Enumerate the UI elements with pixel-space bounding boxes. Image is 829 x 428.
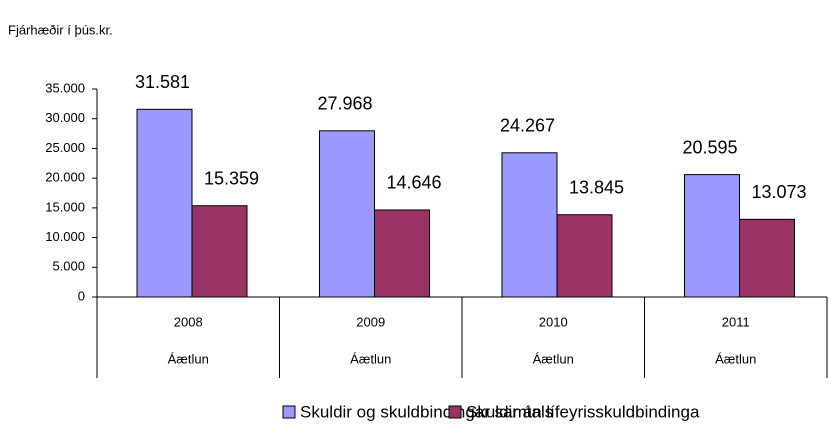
legend-swatch: [282, 405, 296, 419]
x-tick-label: 2009: [356, 314, 385, 329]
y-tick-label: 25.000: [45, 140, 85, 155]
x-subcategory-label: Áætlun: [168, 351, 209, 366]
data-label: 31.581: [135, 72, 190, 92]
bar: [739, 218, 795, 298]
y-tick-label: 0: [78, 288, 85, 303]
legend-label: Skuldir og skuldbindingar samtals: [300, 402, 553, 421]
x-tick-label: 2010: [539, 314, 568, 329]
bar: [136, 108, 193, 298]
bar: [501, 152, 558, 298]
bar: [684, 174, 740, 298]
data-label: 24.267: [500, 116, 555, 136]
bar: [374, 209, 430, 298]
data-label: 14.646: [386, 173, 441, 193]
data-label: 20.595: [682, 137, 737, 157]
x-tick-label: 2011: [722, 314, 750, 329]
data-label: 15.359: [204, 168, 259, 188]
y-tick-label: 10.000: [45, 229, 85, 244]
data-label: 13.845: [569, 177, 624, 197]
y-tick-label: 35.000: [45, 80, 85, 95]
bar: [191, 205, 248, 298]
bar: [556, 214, 613, 298]
chart-title: Fjárhæðir í þús.kr.: [8, 22, 113, 37]
y-tick-label: 5.000: [52, 259, 85, 274]
y-tick-label: 15.000: [45, 199, 85, 214]
x-tick-label: 2008: [174, 314, 203, 329]
legend-swatch: [448, 405, 462, 419]
y-tick-label: 30.000: [45, 110, 85, 125]
x-subcategory-label: Áætlun: [533, 351, 574, 366]
legend-label: Skuldir án lífeyrisskuldbindinga: [466, 402, 700, 421]
bar: [319, 130, 375, 298]
data-label: 27.968: [317, 94, 372, 114]
y-tick-label: 20.000: [45, 170, 85, 185]
x-subcategory-label: Áætlun: [715, 351, 756, 366]
data-label: 13.073: [751, 182, 806, 202]
x-subcategory-label: Áætlun: [350, 351, 391, 366]
